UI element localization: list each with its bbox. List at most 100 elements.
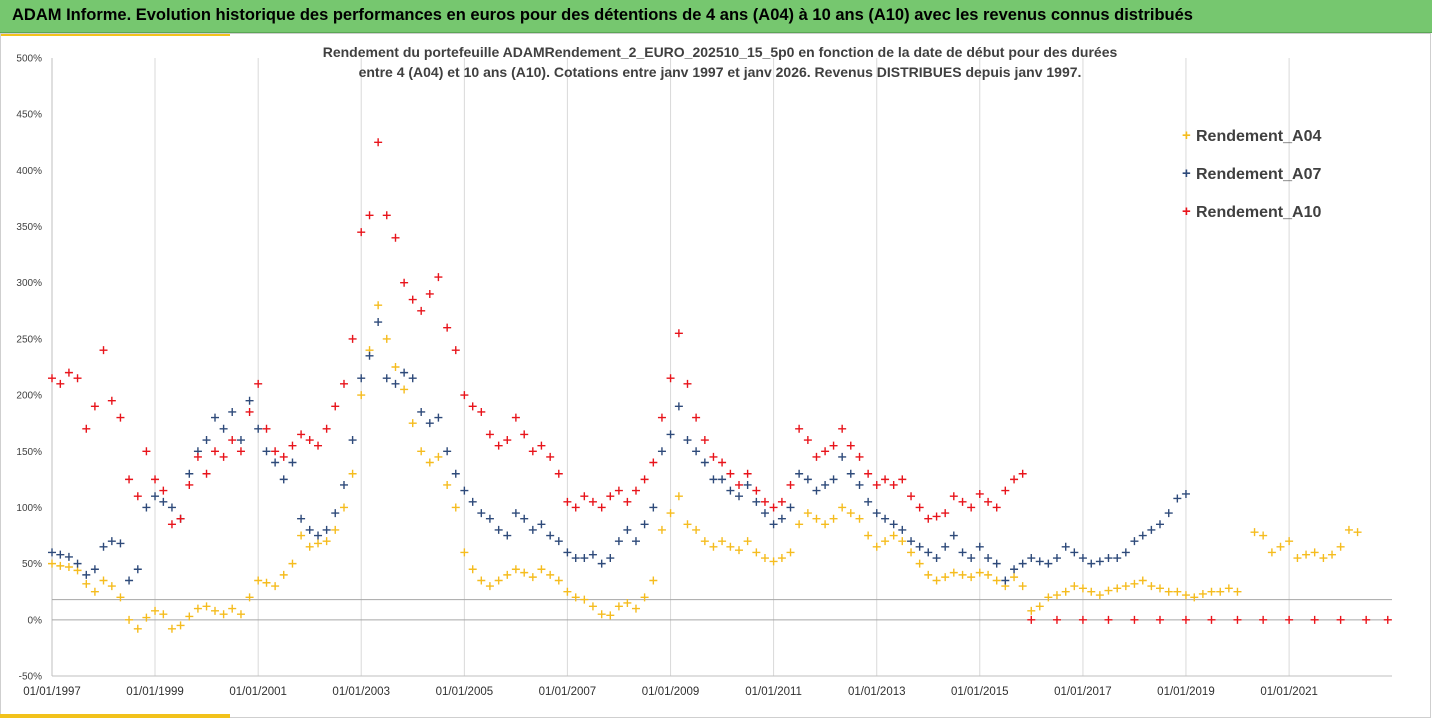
data-point (941, 509, 950, 518)
data-point (365, 351, 374, 360)
data-point (1319, 554, 1328, 563)
data-point (915, 542, 924, 551)
data-point (631, 486, 640, 495)
data-point (838, 424, 847, 433)
data-point (967, 573, 976, 582)
data-point (872, 480, 881, 489)
data-point (245, 396, 254, 405)
data-point (357, 391, 366, 400)
data-point (735, 546, 744, 555)
data-point (211, 413, 220, 422)
data-point (133, 565, 142, 574)
data-point (803, 509, 812, 518)
data-point (571, 554, 580, 563)
data-point (1104, 554, 1113, 563)
x-tick-label: 01/01/2017 (1054, 686, 1112, 698)
data-point (339, 503, 348, 512)
data-point (915, 559, 924, 568)
data-point (614, 486, 623, 495)
data-point (408, 295, 417, 304)
y-tick-label: 300% (16, 278, 42, 289)
data-point (924, 570, 933, 579)
data-point (151, 492, 160, 501)
data-point (760, 509, 769, 518)
data-point (511, 565, 520, 574)
x-tick-label: 01/01/2015 (951, 686, 1009, 698)
data-point (400, 278, 409, 287)
data-point (314, 531, 323, 540)
data-point (803, 436, 812, 445)
data-point (503, 531, 512, 540)
data-point (107, 537, 116, 546)
data-point (1259, 531, 1268, 540)
data-point (468, 497, 477, 506)
data-point (477, 576, 486, 585)
data-point (202, 436, 211, 445)
data-point (752, 486, 761, 495)
data-point (546, 452, 555, 461)
data-point (941, 542, 950, 551)
data-point (1164, 509, 1173, 518)
data-point (683, 436, 692, 445)
data-point (597, 503, 606, 512)
data-point (735, 480, 744, 489)
data-point (219, 424, 228, 433)
data-point (99, 542, 108, 551)
data-point (692, 447, 701, 456)
data-point (1018, 559, 1027, 568)
data-point (563, 497, 572, 506)
data-point (417, 306, 426, 315)
data-point (73, 559, 82, 568)
data-point (142, 503, 151, 512)
data-point (1383, 615, 1392, 624)
data-point (391, 379, 400, 388)
data-point (425, 289, 434, 298)
y-tick-label: 500% (16, 54, 42, 65)
data-point (451, 469, 460, 478)
data-point (1276, 542, 1285, 551)
data-point (1250, 528, 1259, 537)
data-point (915, 503, 924, 512)
data-point (314, 539, 323, 548)
x-tick-label: 01/01/2001 (229, 686, 287, 698)
data-point (219, 452, 228, 461)
data-point (236, 447, 245, 456)
data-point (786, 503, 795, 512)
data-point (777, 514, 786, 523)
data-point (322, 537, 331, 546)
data-point (331, 402, 340, 411)
data-point (932, 512, 941, 521)
data-point (56, 550, 65, 559)
data-point (743, 480, 752, 489)
data-point (382, 334, 391, 343)
data-point (932, 554, 941, 563)
data-point (99, 346, 108, 355)
page-title: ADAM Informe. Evolution historique des p… (12, 6, 1193, 24)
data-point (554, 537, 563, 546)
data-point (1001, 576, 1010, 585)
data-point (571, 503, 580, 512)
data-point (254, 379, 263, 388)
data-point (949, 531, 958, 540)
data-point (1155, 615, 1164, 624)
data-point (1181, 489, 1190, 498)
data-point (1164, 587, 1173, 596)
data-point (1121, 548, 1130, 557)
data-point (640, 593, 649, 602)
data-point (528, 525, 537, 534)
data-point (777, 554, 786, 563)
data-point (176, 621, 185, 630)
data-point (786, 548, 795, 557)
data-point (554, 469, 563, 478)
data-point (185, 612, 194, 621)
data-point (494, 576, 503, 585)
data-point (1035, 602, 1044, 611)
data-point (297, 514, 306, 523)
data-point (992, 576, 1001, 585)
data-point (984, 554, 993, 563)
data-point (709, 452, 718, 461)
data-point (193, 452, 202, 461)
data-point (649, 503, 658, 512)
data-point (279, 452, 288, 461)
data-point (159, 610, 168, 619)
